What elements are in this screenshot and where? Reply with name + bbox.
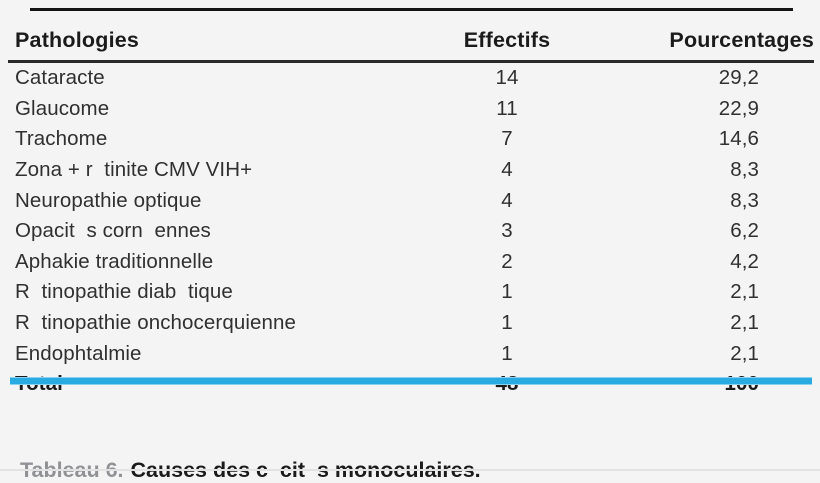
effectif-cell: 1 [501,280,513,304]
pourcentage-cell: 22,9 [718,96,759,120]
pourcentage-cell: 8,3 [730,188,759,212]
table-total-row: Total 48 100 [8,369,814,400]
pourcentage-cell: 8,3 [730,158,759,182]
total-label-cell: Total [8,369,448,400]
pourcentage-cell: 6,2 [730,219,759,243]
pathology-cell: Glaucome [15,96,110,120]
pathology-cell: Zona + r tinite CMV VIH+ [15,158,253,182]
effectif-cell: 11 [496,96,518,120]
effectif-cell: 14 [495,66,519,90]
table-row: Trachome 7 14,6 [8,124,814,155]
pathology-cell: Aphakie traditionnelle [15,249,214,273]
table-row: Cataracte 14 29,2 [8,62,814,94]
total-pourcentage-cell: 100 [566,369,814,400]
pourcentage-cell: 2,1 [730,341,759,365]
pourcentage-cell: 29,2 [718,66,759,90]
pathology-cell: Neuropathie optique [15,188,202,212]
pathology-cell: R tinopathie diab tique [15,280,233,304]
table-caption: Tableau 6. Causes des c cit s monoculaire… [8,433,481,483]
table-row: Neuropathie optique 4 8,3 [8,185,814,216]
pourcentage-cell: 2,1 [730,311,759,335]
table-row: Opacit s corn ennes 3 6,2 [8,216,814,247]
pourcentage-cell: 2,1 [730,280,759,304]
effectif-cell: 4 [501,158,513,182]
effectif-cell: 3 [501,219,513,243]
table-row: R tinopathie onchocerquienne 1 2,1 [8,308,814,339]
table-row: Zona + r tinite CMV VIH+ 4 8,3 [8,155,814,186]
effectif-cell: 4 [501,188,513,212]
column-header-effectifs: Effectifs [448,28,566,63]
pourcentage-cell: 4,2 [730,249,759,273]
table-header-row: Pathologies Effectifs Pourcentages [8,28,814,63]
pathology-cell: Opacit s corn ennes [15,219,211,243]
pathology-cell: R tinopathie onchocerquienne [15,311,296,335]
effectif-cell: 1 [501,341,513,365]
total-effectif-cell: 48 [448,369,566,400]
effectif-cell: 1 [501,311,513,335]
pathology-cell: Endophtalmie [15,341,142,365]
pathology-cell: Cataracte [15,66,105,90]
column-header-pathologies: Pathologies [8,28,448,63]
pourcentage-cell: 14,6 [718,127,759,151]
page-bottom-rule [0,469,820,471]
effectif-cell: 7 [501,127,513,151]
table-row: R tinopathie diab tique 1 2,1 [8,277,814,308]
pathology-cell: Trachome [15,127,108,151]
column-header-pourcentages: Pourcentages [566,28,814,63]
table-top-rule [30,8,793,11]
pathologies-table: Pathologies Effectifs Pourcentages Catar… [8,28,814,400]
table-row: Aphakie traditionnelle 2 4,2 [8,247,814,278]
table-row: Glaucome 11 22,9 [8,94,814,125]
table-bottom-accent-rule [10,378,812,384]
table-row: Endophtalmie 1 2,1 [8,338,814,369]
effectif-cell: 2 [501,249,513,273]
